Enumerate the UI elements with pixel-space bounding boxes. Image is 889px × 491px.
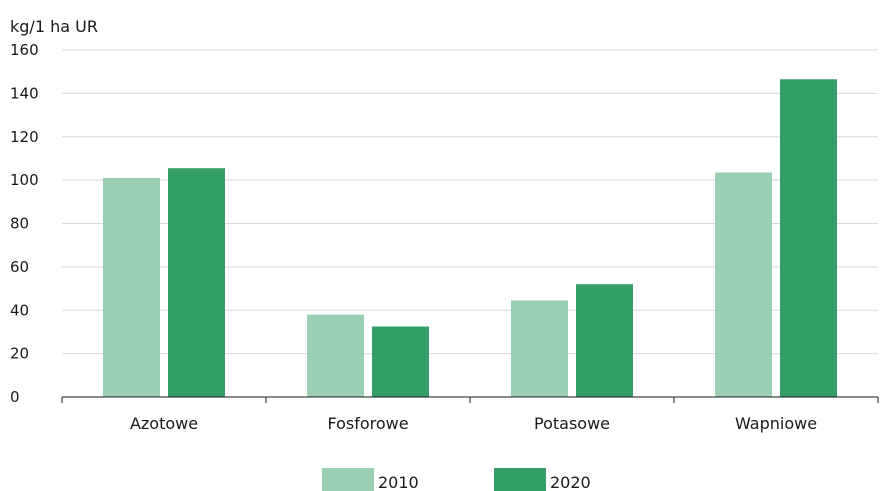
bar-2020-potasowe	[576, 284, 633, 397]
legend-item-2010: 2010	[322, 468, 419, 491]
bar-2020-fosforowe	[372, 326, 429, 397]
y-tick-label: 60	[10, 258, 29, 276]
y-tick-label: 0	[10, 388, 20, 406]
x-tick-label: Wapniowe	[735, 414, 817, 433]
x-tick-label: Fosforowe	[327, 414, 408, 433]
legend-label: 2010	[378, 473, 419, 491]
bar-2010-wapniowe	[715, 172, 772, 397]
legend-label: 2020	[550, 473, 591, 491]
x-tick-label: Azotowe	[130, 414, 198, 433]
bars	[103, 79, 837, 397]
y-axis-title: kg/1 ha UR	[10, 17, 98, 36]
legend: 2010 2020	[322, 468, 591, 491]
x-axis	[61, 396, 879, 403]
y-tick-label: 20	[10, 345, 29, 363]
bar-2010-fosforowe	[307, 314, 364, 397]
bar-2020-azotowe	[168, 168, 225, 397]
y-tick-label: 100	[10, 171, 39, 189]
y-tick-label: 40	[10, 301, 29, 319]
y-tick-label: 80	[10, 215, 29, 233]
y-tick-label: 160	[10, 41, 39, 59]
bar-2020-wapniowe	[780, 79, 837, 397]
y-tick-label: 120	[10, 128, 39, 146]
y-axis-ticks: 0 20 40 60 80 100 120 140 160	[10, 41, 39, 406]
y-tick-label: 140	[10, 84, 39, 102]
legend-swatch	[494, 468, 546, 491]
legend-swatch	[322, 468, 374, 491]
x-axis-labels: Azotowe Fosforowe Potasowe Wapniowe	[130, 414, 817, 433]
legend-item-2020: 2020	[494, 468, 591, 491]
x-tick-label: Potasowe	[534, 414, 610, 433]
bar-2010-azotowe	[103, 177, 160, 397]
bar-2010-potasowe	[511, 300, 568, 397]
